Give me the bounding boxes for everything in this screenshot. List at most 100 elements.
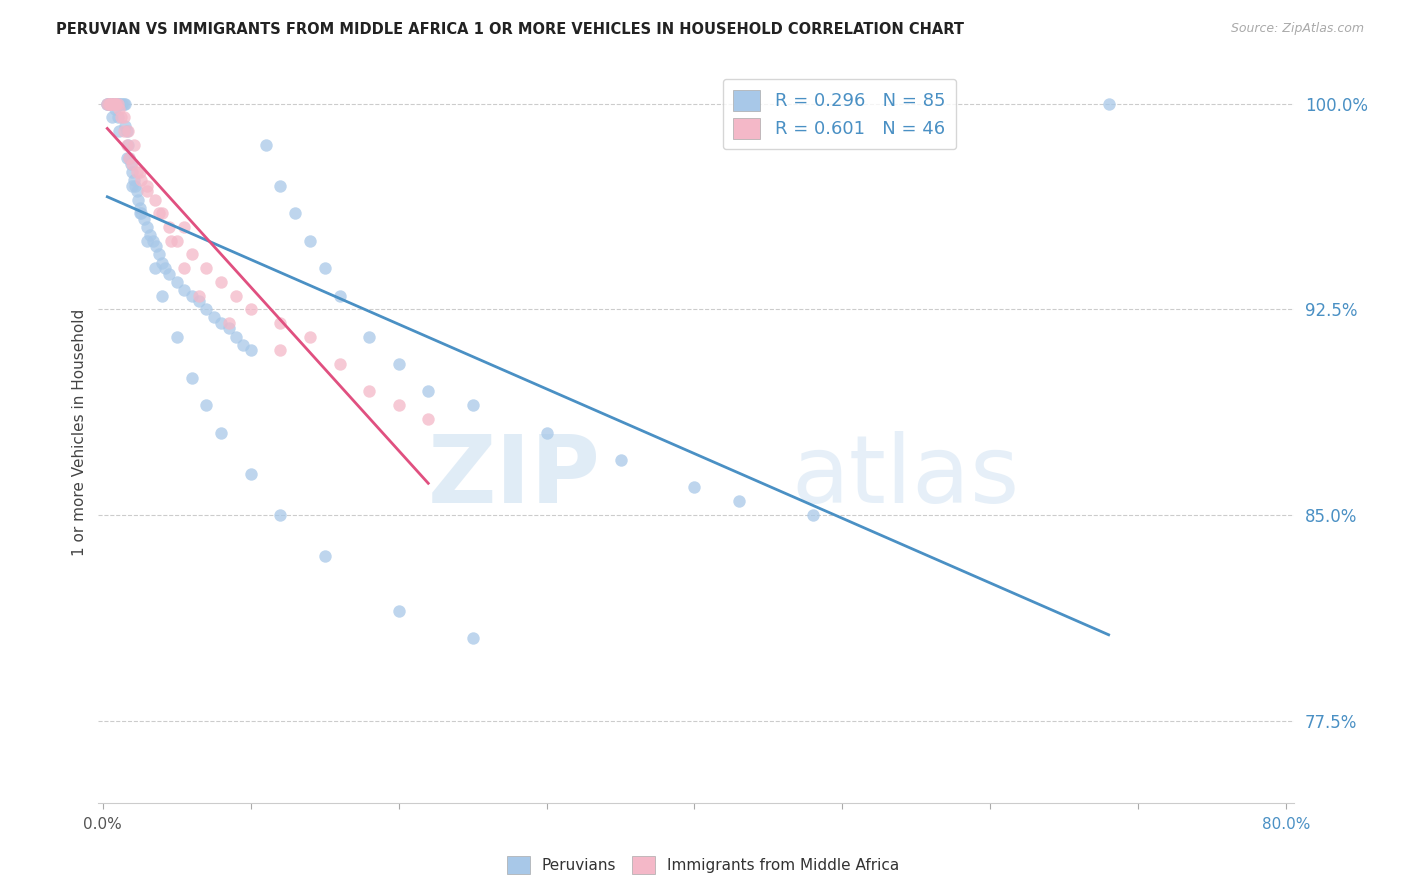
- Point: [139, 228, 162, 243]
- Point: [121, 157, 143, 171]
- Point: [166, 275, 188, 289]
- Point: [114, 96, 136, 111]
- Point: [173, 219, 195, 234]
- Point: [188, 288, 211, 302]
- Text: atlas: atlas: [792, 431, 1019, 523]
- Point: [195, 261, 218, 276]
- Point: [136, 184, 159, 198]
- Point: [143, 193, 166, 207]
- Point: [110, 96, 132, 111]
- Point: [180, 247, 202, 261]
- Point: [118, 152, 141, 166]
- Point: [136, 219, 159, 234]
- Point: [112, 110, 135, 124]
- Point: [232, 338, 254, 352]
- Point: [121, 165, 143, 179]
- Text: 0.0%: 0.0%: [83, 816, 122, 831]
- Point: [180, 288, 202, 302]
- Point: [128, 165, 150, 179]
- Point: [105, 96, 128, 111]
- Point: [128, 206, 150, 220]
- Point: [104, 96, 127, 111]
- Point: [115, 152, 138, 166]
- Point: [298, 234, 321, 248]
- Point: [107, 96, 129, 111]
- Point: [121, 178, 143, 193]
- Point: [117, 137, 139, 152]
- Point: [100, 110, 122, 124]
- Point: [103, 96, 125, 111]
- Point: [225, 288, 247, 302]
- Point: [157, 219, 180, 234]
- Point: [157, 267, 180, 281]
- Point: [609, 453, 631, 467]
- Point: [125, 165, 148, 179]
- Point: [108, 124, 131, 138]
- Point: [131, 173, 153, 187]
- Point: [150, 288, 173, 302]
- Point: [173, 261, 195, 276]
- Y-axis label: 1 or more Vehicles in Household: 1 or more Vehicles in Household: [72, 309, 87, 557]
- Point: [683, 480, 706, 494]
- Point: [150, 206, 173, 220]
- Point: [118, 152, 141, 166]
- Point: [269, 178, 291, 193]
- Point: [209, 275, 232, 289]
- Point: [314, 261, 336, 276]
- Point: [98, 96, 121, 111]
- Point: [1098, 96, 1121, 111]
- Point: [114, 119, 136, 133]
- Point: [124, 178, 146, 193]
- Point: [195, 398, 218, 412]
- Point: [388, 604, 411, 618]
- Point: [239, 467, 262, 481]
- Point: [202, 310, 225, 325]
- Point: [166, 329, 188, 343]
- Point: [239, 343, 262, 358]
- Point: [145, 239, 167, 253]
- Point: [166, 234, 188, 248]
- Text: 80.0%: 80.0%: [1263, 816, 1310, 831]
- Point: [107, 110, 129, 124]
- Point: [110, 110, 132, 124]
- Point: [98, 96, 121, 111]
- Point: [536, 425, 558, 440]
- Point: [98, 96, 121, 111]
- Point: [120, 157, 142, 171]
- Point: [269, 316, 291, 330]
- Legend: Peruvians, Immigrants from Middle Africa: Peruvians, Immigrants from Middle Africa: [501, 850, 905, 880]
- Point: [103, 96, 125, 111]
- Text: ZIP: ZIP: [427, 431, 600, 523]
- Point: [97, 96, 120, 111]
- Point: [150, 255, 173, 269]
- Point: [328, 288, 350, 302]
- Point: [98, 96, 121, 111]
- Point: [143, 261, 166, 276]
- Point: [122, 173, 145, 187]
- Point: [104, 96, 127, 111]
- Point: [359, 329, 381, 343]
- Point: [97, 96, 120, 111]
- Point: [105, 96, 128, 111]
- Point: [728, 494, 751, 508]
- Point: [122, 137, 145, 152]
- Point: [209, 425, 232, 440]
- Point: [148, 247, 170, 261]
- Point: [359, 384, 381, 399]
- Point: [115, 137, 138, 152]
- Point: [418, 412, 440, 426]
- Point: [100, 96, 122, 111]
- Point: [195, 302, 218, 317]
- Point: [125, 184, 148, 198]
- Point: [209, 316, 232, 330]
- Point: [136, 234, 159, 248]
- Point: [104, 102, 127, 116]
- Point: [328, 357, 350, 371]
- Point: [239, 302, 262, 317]
- Point: [801, 508, 824, 522]
- Point: [388, 357, 411, 371]
- Point: [218, 321, 240, 335]
- Point: [284, 206, 307, 220]
- Point: [128, 201, 150, 215]
- Point: [388, 398, 411, 412]
